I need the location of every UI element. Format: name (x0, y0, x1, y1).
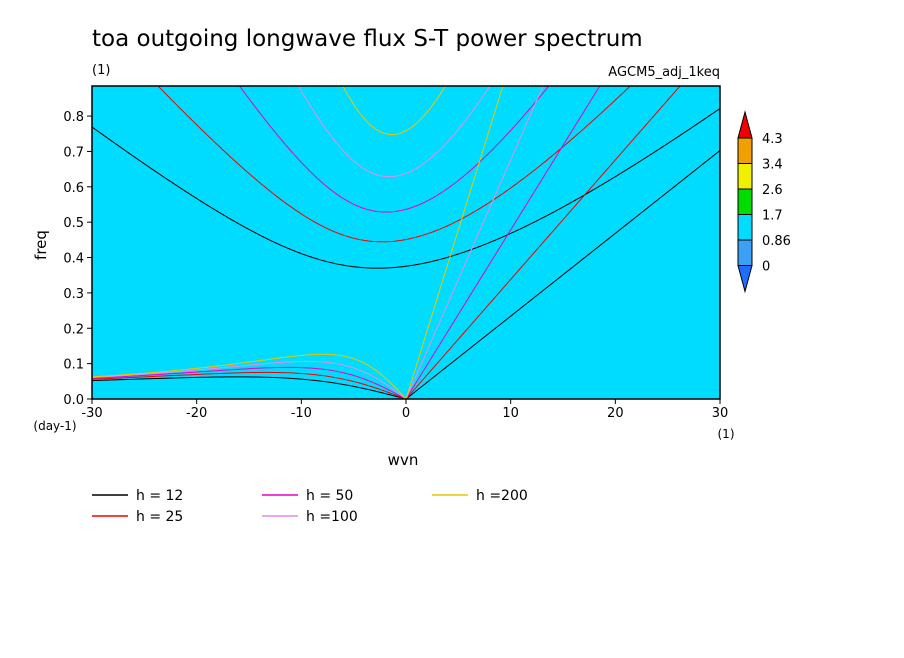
y-tick-label: 0.4 (63, 252, 84, 267)
x-axis-label: wvn (388, 451, 419, 469)
legend-label: h = 12 (136, 488, 183, 504)
x-tick-label: 0 (402, 406, 410, 421)
chart-title: toa outgoing longwave flux S-T power spe… (92, 26, 643, 52)
colorbar-box (737, 214, 753, 241)
colorbar-label: 1.7 (762, 209, 783, 224)
y-tick-label: 0.8 (63, 110, 84, 125)
dispersion-curve (92, 108, 720, 269)
dispersion-curve (157, 86, 631, 243)
y-tick-label: 0.1 (63, 358, 84, 373)
dispersion-curve (92, 360, 407, 399)
dispersion-curve (405, 86, 681, 399)
dispersion-curve (405, 86, 544, 399)
dispersion-curve (92, 353, 407, 399)
dispersion-curve (405, 86, 601, 399)
legend-label: h =200 (476, 488, 528, 504)
y-tick-label: 0.3 (63, 287, 84, 302)
colorbar-box (737, 137, 753, 164)
x-tick-label: -10 (291, 406, 312, 421)
dispersion-curve (405, 150, 720, 399)
x-unit: (1) (718, 427, 735, 441)
legend-label: h = 50 (306, 488, 353, 504)
y-tick-label: 0.0 (63, 393, 84, 408)
dispersion-curve (342, 86, 447, 136)
colorbar-box (737, 188, 753, 215)
dispersion-curve (405, 86, 504, 399)
colorbar-label: 4.3 (762, 132, 783, 147)
dispersion-curve (92, 376, 407, 399)
legend-label: h = 25 (136, 509, 183, 525)
subtitle: (1) (92, 63, 110, 78)
y-axis-label: freq (32, 230, 50, 260)
dispersion-curve (92, 366, 407, 399)
run-label: AGCM5_adj_1keq (608, 65, 720, 80)
legend-label: h =100 (306, 509, 358, 525)
x-tick-label: -30 (81, 406, 102, 421)
y-tick-label: 0.7 (63, 145, 84, 160)
colorbar-box (737, 239, 753, 266)
y-tick-label: 0.5 (63, 216, 84, 231)
y-tick-label: 0.6 (63, 181, 84, 196)
x-tick-label: 20 (607, 406, 624, 421)
dispersion-curve (297, 86, 491, 178)
dispersion-curve (92, 371, 407, 399)
dispersion-curve (238, 86, 550, 213)
x-tick-label: -20 (186, 406, 207, 421)
colorbar-arrow-high (737, 110, 753, 139)
colorbar-label: 3.4 (762, 158, 783, 173)
x-tick-label: 30 (712, 406, 729, 421)
y-tick-label: 0.2 (63, 322, 84, 337)
field (92, 86, 720, 399)
colorbar-box (737, 163, 753, 190)
colorbar-label: 0.86 (762, 234, 791, 249)
colorbar-label: 0 (762, 260, 770, 275)
y-unit: (day-1) (33, 419, 76, 433)
x-tick-label: 10 (502, 406, 519, 421)
curves (92, 86, 720, 399)
colorbar-label: 2.6 (762, 183, 783, 198)
